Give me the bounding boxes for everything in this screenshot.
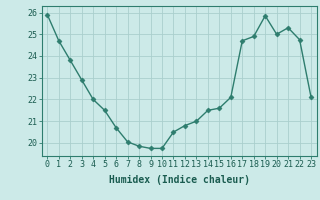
X-axis label: Humidex (Indice chaleur): Humidex (Indice chaleur) bbox=[109, 175, 250, 185]
